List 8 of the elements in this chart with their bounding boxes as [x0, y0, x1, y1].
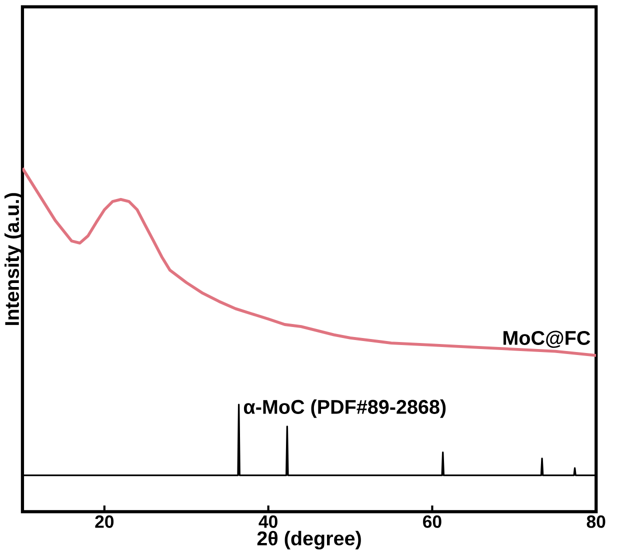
series-label: α-MoC (PDF#89-2868)	[244, 399, 446, 418]
series-label: MoC@FC	[504, 330, 590, 348]
y-axis-title: Intensity (a.u.)	[4, 193, 23, 325]
x-tick-label: 40	[258, 515, 278, 528]
x-tick-label: 60	[423, 515, 442, 528]
x-tick-label: 20	[95, 515, 114, 528]
x-tick-label: 80	[586, 515, 606, 528]
x-axis-title: 2θ (degree)	[257, 530, 361, 550]
